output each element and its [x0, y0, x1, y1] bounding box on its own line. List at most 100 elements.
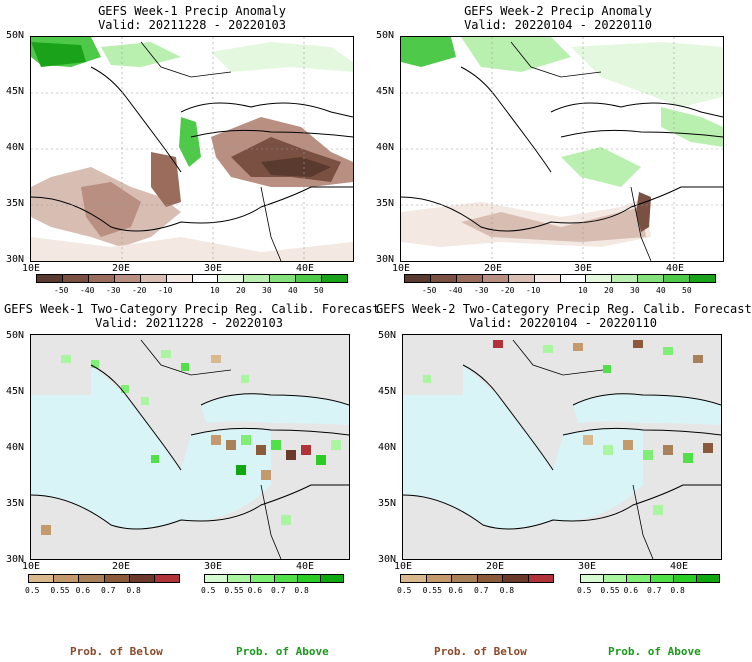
lon-label: 20E: [112, 561, 131, 572]
below-swatch-4: [503, 575, 529, 582]
lon-label: 10E: [394, 561, 413, 572]
above-swatch-3: [274, 575, 298, 582]
anomaly-swatch-6: [560, 275, 587, 282]
lat-label: 30N: [6, 554, 25, 565]
prob-tick-label: 0.55: [600, 586, 620, 595]
anomaly-swatch-2: [456, 275, 483, 282]
anomaly-swatch-1: [430, 275, 457, 282]
anomaly-swatch-8: [244, 275, 271, 282]
anomaly-tick-label: -10: [526, 286, 541, 295]
anomaly-swatch-1: [62, 275, 89, 282]
anomaly-tick-label: 30: [262, 286, 272, 295]
anomaly-colorbar-p2: [404, 274, 716, 283]
prob-tick-label: 0.8: [294, 586, 309, 595]
anomaly-swatch-9: [638, 275, 665, 282]
lat-label: 30N: [378, 554, 397, 565]
below-swatch-0: [29, 575, 55, 582]
lat-label: 40N: [6, 442, 25, 453]
anomaly-tick-label: 50: [682, 286, 692, 295]
panel2-map: [400, 36, 724, 262]
prob-below-label-p3: Prob. of Below: [70, 645, 163, 658]
anomaly-swatch-7: [218, 275, 245, 282]
panel1-title: GEFS Week-1 Precip Anomaly Valid: 202112…: [98, 4, 286, 32]
anomaly-tick-label: 40: [656, 286, 666, 295]
lat-label: 45N: [6, 86, 25, 97]
anomaly-swatch-3: [114, 275, 141, 282]
anomaly-tick-label: 40: [288, 286, 298, 295]
lon-label: 20E: [112, 263, 131, 274]
below-swatch-3: [477, 575, 503, 582]
prob-tick-label: 0.8: [126, 586, 141, 595]
above-swatch-5: [320, 575, 344, 582]
prob-below-colorbar-p4: [400, 574, 554, 583]
prob-tick-label: 0.7: [271, 586, 286, 595]
below-swatch-3: [104, 575, 130, 582]
lat-label: 45N: [376, 86, 395, 97]
prob-tick-label: 0.5: [25, 586, 40, 595]
anomaly-swatch-11: [322, 275, 348, 282]
anomaly-tick-label: -40: [80, 286, 95, 295]
anomaly-swatch-5: [166, 275, 193, 282]
below-swatch-5: [528, 575, 553, 582]
panel2-title: GEFS Week-2 Precip Anomaly Valid: 202201…: [464, 4, 652, 32]
anomaly-tick-label: 10: [210, 286, 220, 295]
anomaly-tick-label: 50: [314, 286, 324, 295]
anomaly-swatch-10: [664, 275, 691, 282]
above-swatch-2: [251, 575, 275, 582]
anomaly-tick-label: 20: [236, 286, 246, 295]
prob-tick-label: 0.6: [623, 586, 639, 595]
lat-label: 50N: [378, 330, 397, 341]
prob-below-colorbar-p3: [28, 574, 180, 583]
above-swatch-0: [205, 575, 229, 582]
prob-above-colorbar-p3: [204, 574, 344, 583]
prob-tick-label: 0.8: [670, 586, 685, 595]
above-swatch-1: [228, 575, 252, 582]
lon-label: 10E: [22, 561, 41, 572]
above-swatch-4: [297, 575, 321, 582]
below-swatch-0: [401, 575, 427, 582]
panel3-map: [30, 334, 350, 560]
lon-label: 40E: [666, 263, 685, 274]
prob-tick-label: 0.55: [422, 586, 442, 595]
anomaly-tick-label: -50: [422, 286, 437, 295]
lon-label: 10E: [22, 263, 41, 274]
anomaly-tick-label: 10: [578, 286, 588, 295]
prob-above-label-p4: Prob. of Above: [608, 645, 701, 658]
prob-tick-label: 0.55: [50, 586, 70, 595]
below-swatch-4: [129, 575, 155, 582]
lon-label: 20E: [484, 263, 503, 274]
lat-label: 30N: [376, 254, 395, 265]
lon-label: 30E: [204, 263, 223, 274]
lat-label: 30N: [6, 254, 25, 265]
prob-tick-label: 0.6: [448, 586, 463, 595]
lat-label: 50N: [6, 30, 25, 41]
anomaly-swatch-2: [88, 275, 115, 282]
anomaly-swatch-0: [405, 275, 431, 282]
prob-tick-label: 0.7: [474, 586, 489, 595]
lat-label: 45N: [6, 386, 25, 397]
lat-label: 40N: [378, 442, 397, 453]
prob-tick-label: 0.5: [397, 586, 412, 595]
anomaly-swatch-9: [270, 275, 297, 282]
lat-label: 50N: [6, 330, 25, 341]
lat-label: 40N: [376, 142, 395, 153]
anomaly-tick-label: 20: [604, 286, 614, 295]
prob-above-colorbar-p4: [580, 574, 720, 583]
prob-tick-label: 0.5: [577, 586, 592, 595]
above-swatch-1: [604, 575, 628, 582]
lon-label: 20E: [486, 561, 505, 572]
anomaly-swatch-4: [508, 275, 535, 282]
anomaly-swatch-4: [140, 275, 167, 282]
anomaly-tick-label: -30: [474, 286, 489, 295]
lat-label: 35N: [6, 198, 25, 209]
panel3-pixels: [41, 350, 341, 535]
prob-tick-label: 0.7: [101, 586, 116, 595]
anomaly-swatch-7: [586, 275, 613, 282]
lat-label: 45N: [378, 386, 397, 397]
prob-tick-label: 0.55: [224, 586, 244, 595]
anomaly-tick-label: -30: [106, 286, 121, 295]
lat-label: 35N: [6, 498, 25, 509]
lon-label: 30E: [204, 561, 223, 572]
anomaly-swatch-8: [612, 275, 639, 282]
below-swatch-5: [154, 575, 180, 582]
